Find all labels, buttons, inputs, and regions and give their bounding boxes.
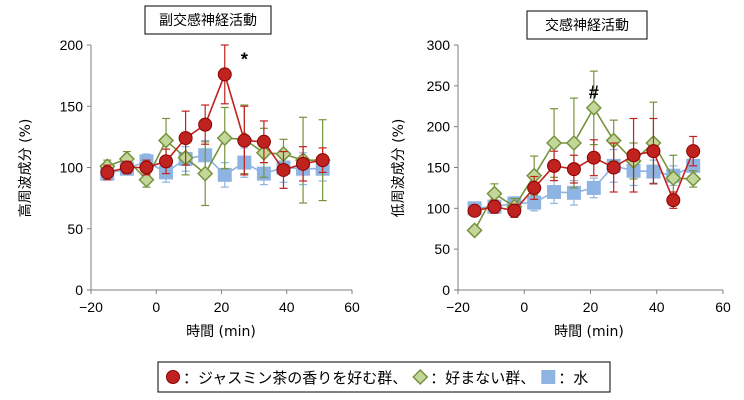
data-point	[487, 199, 502, 214]
data-point	[626, 148, 641, 163]
data-point	[665, 170, 682, 187]
x-axis-label: 時間 (min)	[554, 324, 624, 340]
data-point	[256, 134, 271, 149]
legend: ：ジャスミン茶の香りを好む群、 ：好まない群、 ：水	[157, 361, 611, 393]
y-axis-label: 低周波成分 (%)	[391, 119, 407, 218]
y-tick-label: 100	[427, 200, 451, 216]
data-point	[486, 185, 503, 202]
data-point	[586, 180, 601, 195]
y-axis-label: 高周波成分 (%)	[17, 119, 34, 218]
data-point	[315, 153, 330, 168]
data-point	[565, 134, 582, 152]
data-point	[466, 222, 483, 239]
data-point	[139, 160, 154, 175]
y-tick-label: 50	[67, 221, 83, 237]
legend-label: ：ジャスミン茶の香りを好む群、	[183, 369, 407, 387]
data-point	[197, 165, 214, 182]
y-tick-label: 300	[427, 37, 451, 53]
x-tick-label: 20	[214, 299, 230, 315]
data-point	[547, 185, 562, 199]
legend-marker	[412, 368, 429, 386]
chart-title: 副交感神経活動	[159, 12, 257, 29]
data-point	[217, 167, 232, 182]
data-point	[586, 150, 601, 165]
x-tick-label: 0	[152, 299, 160, 315]
data-point	[296, 156, 311, 171]
data-point	[646, 144, 661, 159]
data-point	[527, 180, 542, 195]
data-point	[217, 67, 232, 82]
x-tick-label: 20	[583, 299, 599, 315]
data-point	[178, 131, 193, 146]
data-point	[138, 171, 155, 188]
title-box	[526, 10, 648, 40]
data-point	[159, 154, 174, 169]
x-tick-label: −20	[446, 299, 470, 315]
data-point	[119, 160, 134, 175]
series-diamond	[99, 104, 331, 207]
y-tick-label: 0	[442, 282, 450, 298]
data-point	[547, 158, 562, 173]
chart-title: 交感神経活動	[545, 17, 629, 34]
data-point	[100, 165, 115, 180]
y-tick-label: 200	[60, 37, 84, 53]
data-point	[507, 203, 522, 218]
x-tick-label: 40	[279, 299, 295, 315]
data-point	[685, 170, 702, 187]
data-point	[566, 162, 581, 177]
significance-mark: #	[589, 82, 599, 102]
chart-parasympathetic: 副交感神経活動 高周波成分 (%) 時間 (min) 050100150200−…	[17, 5, 360, 340]
data-point	[606, 160, 621, 175]
series-square	[100, 139, 330, 188]
x-tick-label: 40	[649, 299, 665, 315]
data-point	[157, 132, 175, 149]
data-point	[237, 133, 252, 148]
data-point	[276, 162, 291, 177]
y-tick-label: 150	[427, 160, 451, 176]
x-tick-label: −20	[79, 299, 103, 315]
data-point	[216, 130, 233, 147]
y-tick-label: 100	[60, 160, 84, 176]
x-tick-label: 60	[344, 299, 360, 315]
y-tick-label: 0	[75, 282, 83, 298]
legend-marker	[541, 370, 556, 384]
significance-mark: *	[241, 50, 248, 70]
series-circle	[467, 117, 701, 218]
y-tick-label: 250	[427, 78, 451, 94]
chart-sympathetic: 交感神経活動 低周波成分 (%) 時間 (min) 05010015020025…	[391, 10, 731, 340]
x-tick-label: 0	[520, 299, 528, 315]
data-point	[686, 144, 701, 159]
title-box	[144, 5, 272, 35]
legend-label: ：水	[558, 369, 588, 387]
data-point	[666, 193, 681, 208]
data-point	[585, 99, 602, 116]
legend-box	[157, 361, 611, 393]
legend-label: ：好まない群、	[430, 369, 535, 387]
x-tick-label: 60	[715, 299, 731, 315]
x-axis-label: 時間 (min)	[186, 324, 256, 340]
series-diamond	[466, 70, 702, 239]
y-tick-label: 200	[427, 119, 451, 135]
y-tick-label: 150	[60, 98, 84, 114]
y-tick-label: 50	[434, 241, 450, 257]
legend-marker	[166, 370, 180, 384]
data-point	[198, 117, 213, 132]
data-point	[546, 134, 563, 152]
data-point	[467, 203, 482, 218]
series-square	[467, 148, 701, 216]
series-circle	[100, 44, 330, 189]
